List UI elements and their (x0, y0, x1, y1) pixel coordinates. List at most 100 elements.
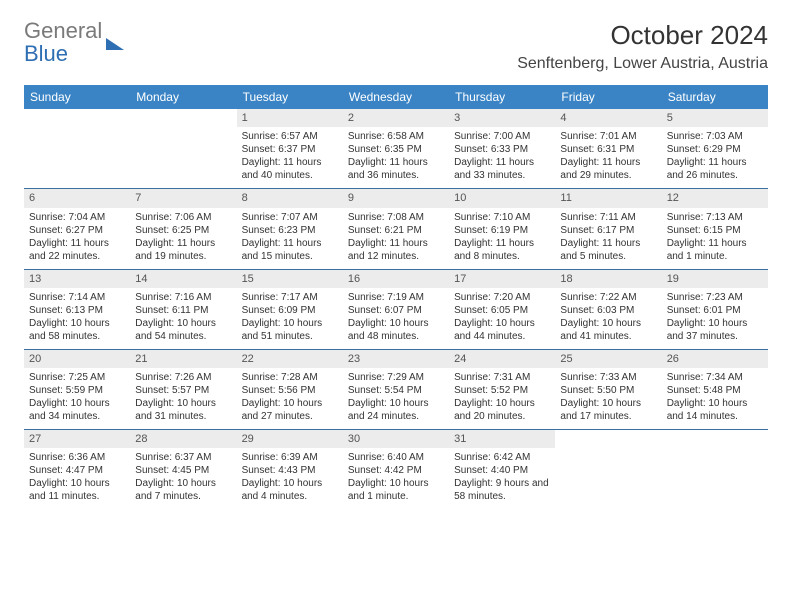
sunrise-text: Sunrise: 6:40 AM (348, 451, 444, 464)
sunset-text: Sunset: 6:37 PM (242, 143, 338, 156)
sunrise-text: Sunrise: 7:11 AM (560, 211, 656, 224)
sunset-text: Sunset: 6:03 PM (560, 304, 656, 317)
sunset-text: Sunset: 5:48 PM (667, 384, 763, 397)
day-cell: 28Sunrise: 6:37 AMSunset: 4:45 PMDayligh… (130, 430, 236, 509)
day-number: 10 (449, 189, 555, 207)
day-number: 6 (24, 189, 130, 207)
day-number: 2 (343, 109, 449, 127)
day-number: 31 (449, 430, 555, 448)
daylight-text: Daylight: 10 hours and 34 minutes. (29, 397, 125, 423)
day-number: 28 (130, 430, 236, 448)
week-row: 27Sunrise: 6:36 AMSunset: 4:47 PMDayligh… (24, 430, 768, 509)
day-body: Sunrise: 7:22 AMSunset: 6:03 PMDaylight:… (555, 288, 661, 349)
sunset-text: Sunset: 6:01 PM (667, 304, 763, 317)
dow-tuesday: Tuesday (237, 85, 343, 109)
daylight-text: Daylight: 11 hours and 19 minutes. (135, 237, 231, 263)
day-body: Sunrise: 6:37 AMSunset: 4:45 PMDaylight:… (130, 448, 236, 509)
daylight-text: Daylight: 11 hours and 33 minutes. (454, 156, 550, 182)
day-body: Sunrise: 7:19 AMSunset: 6:07 PMDaylight:… (343, 288, 449, 349)
sunrise-text: Sunrise: 6:37 AM (135, 451, 231, 464)
logo-triangle-icon (106, 38, 124, 50)
day-body: Sunrise: 7:26 AMSunset: 5:57 PMDaylight:… (130, 368, 236, 429)
day-body: Sunrise: 7:31 AMSunset: 5:52 PMDaylight:… (449, 368, 555, 429)
daylight-text: Daylight: 10 hours and 17 minutes. (560, 397, 656, 423)
daylight-text: Daylight: 10 hours and 54 minutes. (135, 317, 231, 343)
day-number: 13 (24, 270, 130, 288)
daylight-text: Daylight: 10 hours and 14 minutes. (667, 397, 763, 423)
sunset-text: Sunset: 5:57 PM (135, 384, 231, 397)
daylight-text: Daylight: 11 hours and 40 minutes. (242, 156, 338, 182)
day-body: Sunrise: 7:01 AMSunset: 6:31 PMDaylight:… (555, 127, 661, 188)
day-body: Sunrise: 6:36 AMSunset: 4:47 PMDaylight:… (24, 448, 130, 509)
sunrise-text: Sunrise: 6:42 AM (454, 451, 550, 464)
day-number: 27 (24, 430, 130, 448)
day-body: Sunrise: 7:17 AMSunset: 6:09 PMDaylight:… (237, 288, 343, 349)
sunset-text: Sunset: 6:23 PM (242, 224, 338, 237)
sunset-text: Sunset: 5:50 PM (560, 384, 656, 397)
day-number: 7 (130, 189, 236, 207)
day-number: 5 (662, 109, 768, 127)
daylight-text: Daylight: 10 hours and 58 minutes. (29, 317, 125, 343)
day-cell: 12Sunrise: 7:13 AMSunset: 6:15 PMDayligh… (662, 189, 768, 268)
week-row: 20Sunrise: 7:25 AMSunset: 5:59 PMDayligh… (24, 350, 768, 430)
day-body: Sunrise: 7:34 AMSunset: 5:48 PMDaylight:… (662, 368, 768, 429)
day-cell: 22Sunrise: 7:28 AMSunset: 5:56 PMDayligh… (237, 350, 343, 429)
sunset-text: Sunset: 5:52 PM (454, 384, 550, 397)
day-number: 22 (237, 350, 343, 368)
day-number: 12 (662, 189, 768, 207)
sunset-text: Sunset: 6:21 PM (348, 224, 444, 237)
day-of-week-row: Sunday Monday Tuesday Wednesday Thursday… (24, 85, 768, 109)
day-body: Sunrise: 7:11 AMSunset: 6:17 PMDaylight:… (555, 208, 661, 269)
sunrise-text: Sunrise: 7:29 AM (348, 371, 444, 384)
sunset-text: Sunset: 4:45 PM (135, 464, 231, 477)
day-cell: 23Sunrise: 7:29 AMSunset: 5:54 PMDayligh… (343, 350, 449, 429)
day-body: Sunrise: 7:10 AMSunset: 6:19 PMDaylight:… (449, 208, 555, 269)
sunrise-text: Sunrise: 7:34 AM (667, 371, 763, 384)
day-cell: 13Sunrise: 7:14 AMSunset: 6:13 PMDayligh… (24, 270, 130, 349)
sunset-text: Sunset: 6:35 PM (348, 143, 444, 156)
sunrise-text: Sunrise: 6:57 AM (242, 130, 338, 143)
day-body: Sunrise: 7:13 AMSunset: 6:15 PMDaylight:… (662, 208, 768, 269)
day-cell (555, 430, 661, 509)
day-cell: 21Sunrise: 7:26 AMSunset: 5:57 PMDayligh… (130, 350, 236, 429)
day-number: 20 (24, 350, 130, 368)
day-body: Sunrise: 6:40 AMSunset: 4:42 PMDaylight:… (343, 448, 449, 509)
day-body: Sunrise: 7:20 AMSunset: 6:05 PMDaylight:… (449, 288, 555, 349)
title-block: October 2024 Senftenberg, Lower Austria,… (517, 20, 768, 73)
day-number: 1 (237, 109, 343, 127)
sunrise-text: Sunrise: 7:08 AM (348, 211, 444, 224)
logo-part2: Blue (24, 41, 68, 66)
dow-saturday: Saturday (662, 85, 768, 109)
day-body: Sunrise: 7:25 AMSunset: 5:59 PMDaylight:… (24, 368, 130, 429)
sunrise-text: Sunrise: 7:03 AM (667, 130, 763, 143)
day-cell: 31Sunrise: 6:42 AMSunset: 4:40 PMDayligh… (449, 430, 555, 509)
daylight-text: Daylight: 10 hours and 31 minutes. (135, 397, 231, 423)
location: Senftenberg, Lower Austria, Austria (517, 55, 768, 73)
logo: General Blue (24, 20, 124, 66)
sunset-text: Sunset: 5:56 PM (242, 384, 338, 397)
day-cell: 7Sunrise: 7:06 AMSunset: 6:25 PMDaylight… (130, 189, 236, 268)
sunrise-text: Sunrise: 7:23 AM (667, 291, 763, 304)
daylight-text: Daylight: 10 hours and 20 minutes. (454, 397, 550, 423)
day-cell: 5Sunrise: 7:03 AMSunset: 6:29 PMDaylight… (662, 109, 768, 188)
daylight-text: Daylight: 11 hours and 26 minutes. (667, 156, 763, 182)
day-body: Sunrise: 6:58 AMSunset: 6:35 PMDaylight:… (343, 127, 449, 188)
sunrise-text: Sunrise: 7:26 AM (135, 371, 231, 384)
sunset-text: Sunset: 6:27 PM (29, 224, 125, 237)
page: General Blue October 2024 Senftenberg, L… (0, 0, 792, 529)
sunset-text: Sunset: 4:43 PM (242, 464, 338, 477)
day-cell (662, 430, 768, 509)
day-body: Sunrise: 7:07 AMSunset: 6:23 PMDaylight:… (237, 208, 343, 269)
sunset-text: Sunset: 6:33 PM (454, 143, 550, 156)
day-cell: 3Sunrise: 7:00 AMSunset: 6:33 PMDaylight… (449, 109, 555, 188)
day-cell: 8Sunrise: 7:07 AMSunset: 6:23 PMDaylight… (237, 189, 343, 268)
day-body: Sunrise: 7:00 AMSunset: 6:33 PMDaylight:… (449, 127, 555, 188)
day-body: Sunrise: 7:33 AMSunset: 5:50 PMDaylight:… (555, 368, 661, 429)
calendar: Sunday Monday Tuesday Wednesday Thursday… (24, 85, 768, 509)
day-body: Sunrise: 7:28 AMSunset: 5:56 PMDaylight:… (237, 368, 343, 429)
day-body: Sunrise: 6:57 AMSunset: 6:37 PMDaylight:… (237, 127, 343, 188)
daylight-text: Daylight: 10 hours and 11 minutes. (29, 477, 125, 503)
day-cell: 16Sunrise: 7:19 AMSunset: 6:07 PMDayligh… (343, 270, 449, 349)
dow-sunday: Sunday (24, 85, 130, 109)
daylight-text: Daylight: 11 hours and 12 minutes. (348, 237, 444, 263)
